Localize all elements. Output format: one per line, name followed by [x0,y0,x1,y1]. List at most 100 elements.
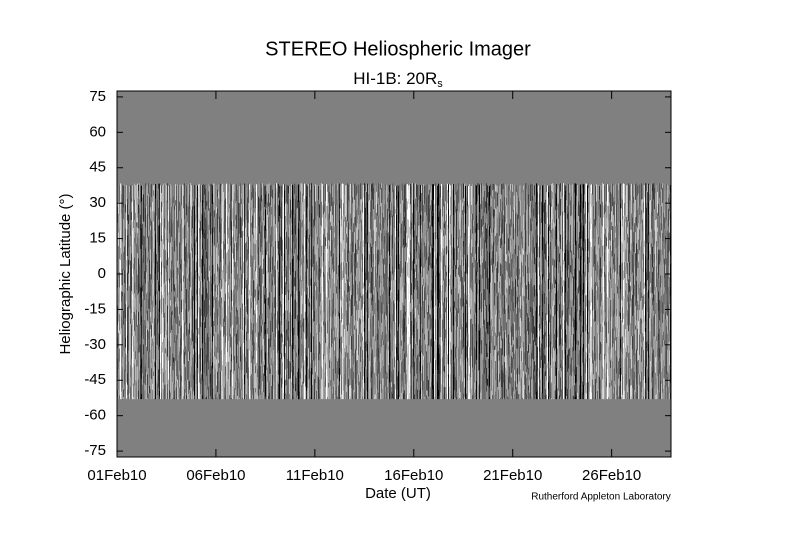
image-stripe [201,230,202,250]
image-stripe [187,222,188,232]
image-stripe [133,295,134,313]
image-stripe [194,345,195,350]
image-stripe [272,302,273,317]
image-stripe [187,278,188,299]
image-stripe [334,237,335,248]
image-stripe [394,276,395,288]
image-stripe [398,237,399,242]
image-stripe [156,254,157,265]
image-stripe [316,391,317,400]
image-stripe [145,377,146,385]
image-stripe [305,320,306,339]
image-stripe [267,333,268,353]
image-stripe [247,265,248,278]
image-stripe [304,255,305,277]
image-stripe [122,184,123,207]
image-stripe [239,324,240,342]
image-stripe [162,288,163,296]
image-stripe [170,318,171,333]
image-stripe [389,219,390,237]
image-stripe [122,320,123,336]
image-stripe [160,218,161,223]
image-stripe [370,277,371,293]
image-stripe [186,243,187,263]
image-stripe [183,320,184,327]
image-stripe [211,183,212,203]
image-stripe [184,261,185,279]
image-stripe [167,215,168,220]
image-stripe [365,348,366,355]
image-stripe [216,263,217,277]
image-stripe [407,382,408,395]
image-stripe [346,383,347,393]
image-stripe [374,394,375,400]
image-stripe [294,372,295,393]
image-stripe [254,297,255,311]
image-stripe [186,267,187,289]
image-stripe [310,385,311,398]
image-stripe [261,269,262,289]
image-stripe [272,198,273,220]
image-stripe [162,267,163,289]
image-stripe [400,374,401,383]
image-stripe [354,199,355,218]
image-stripe [161,314,162,332]
image-stripe [369,341,370,361]
image-stripe [134,311,135,332]
image-stripe [262,391,263,400]
image-stripe [131,212,132,221]
image-stripe [283,356,284,378]
image-stripe [234,355,235,371]
image-stripe [316,275,317,283]
image-stripe [140,359,141,365]
image-stripe [118,369,119,379]
image-stripe [139,389,140,398]
image-stripe [327,253,328,273]
image-stripe [231,361,232,373]
image-stripe [380,215,381,223]
image-stripe [241,373,242,390]
image-stripe [250,255,251,267]
image-stripe [325,246,326,266]
image-stripe [358,250,359,270]
image-stripe [328,314,329,322]
image-stripe [406,326,407,334]
image-stripe [209,383,210,393]
image-stripe [131,220,132,235]
image-stripe [278,240,279,250]
image-stripe [302,327,303,343]
image-stripe [346,310,347,326]
image-stripe [184,183,185,199]
image-stripe [120,376,121,398]
image-stripe [344,329,345,349]
image-stripe [157,383,158,396]
image-stripe [164,363,165,385]
image-stripe [270,347,271,369]
image-stripe [301,203,302,223]
image-stripe [280,273,281,284]
image-stripe [303,383,304,400]
image-stripe [360,380,361,392]
image-stripe [129,319,130,333]
image-stripe [394,228,395,243]
image-stripe [172,223,173,242]
image-stripe [138,284,139,294]
image-stripe [261,392,262,400]
image-stripe [301,187,302,204]
image-stripe [206,317,207,328]
image-stripe [403,219,404,239]
image-stripe [135,212,136,233]
image-stripe [269,309,270,319]
image-stripe [199,334,200,354]
image-stripe [137,212,138,218]
image-stripe [198,184,199,189]
image-stripe [125,212,126,229]
image-stripe [154,367,155,389]
image-stripe [374,357,375,363]
image-stripe [354,232,355,254]
image-stripe [382,185,383,201]
image-stripe [309,368,310,379]
image-stripe [408,284,409,299]
image-stripe [195,198,196,216]
image-stripe [212,341,213,356]
